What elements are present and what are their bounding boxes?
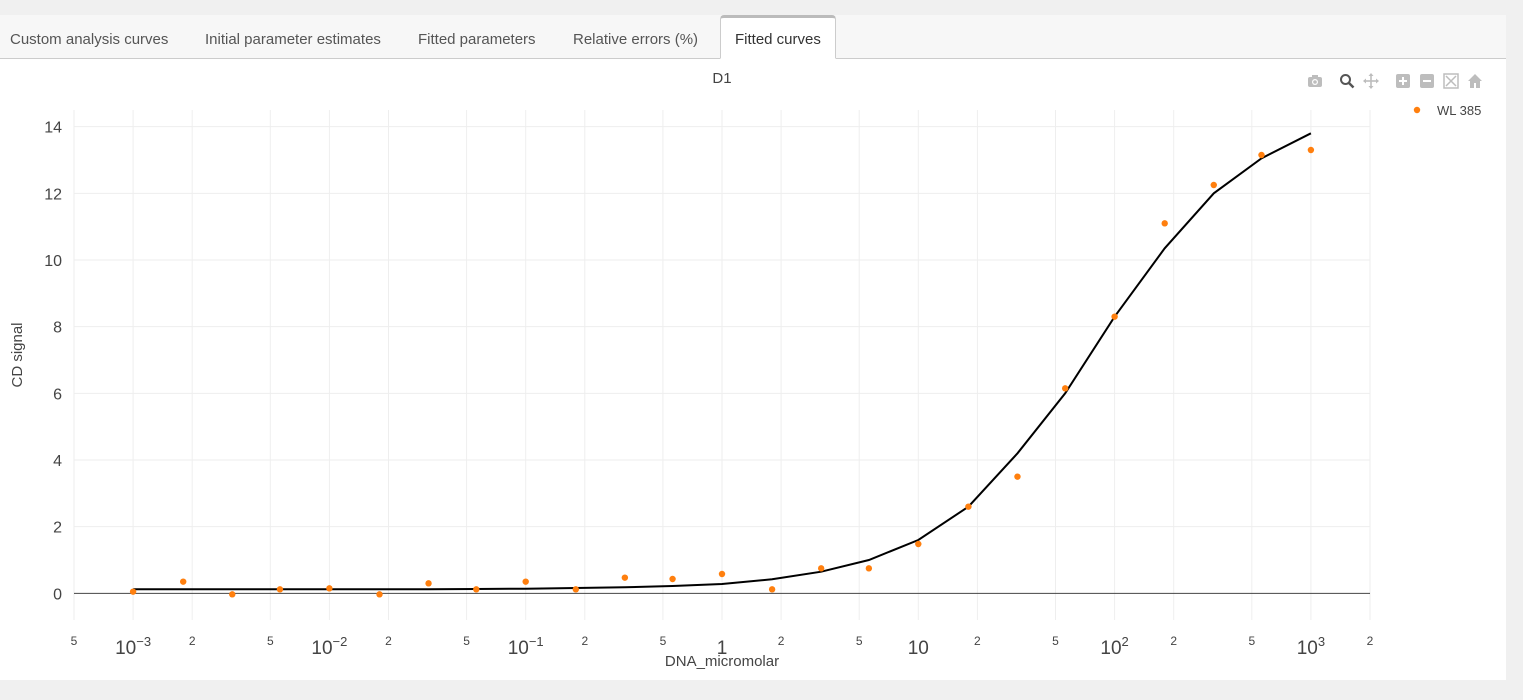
y-tick-label: 2	[53, 520, 62, 537]
y-tick-label: 8	[53, 320, 62, 337]
data-point	[865, 565, 873, 572]
data-point	[129, 588, 137, 595]
data-point	[522, 578, 529, 585]
y-tick-label: 14	[44, 120, 62, 137]
data-point	[1161, 220, 1168, 227]
data-point	[1307, 146, 1315, 154]
y-axis-label: CD signal	[9, 322, 26, 387]
tab-fitted-curves[interactable]: Fitted curves	[720, 15, 836, 59]
x-minor-tick-label: 5	[267, 634, 274, 648]
zoom-in-icon[interactable]	[1395, 73, 1411, 89]
x-major-tick-label: 10	[908, 638, 929, 659]
data-point	[718, 570, 726, 578]
data-point	[768, 586, 776, 593]
data-point	[376, 591, 383, 598]
x-minor-tick-label: 5	[1248, 634, 1255, 648]
data-point	[572, 586, 580, 593]
x-major-tick-label: 102	[1100, 634, 1128, 659]
data-point	[1111, 313, 1118, 320]
plot-area: 0 2 4 6 8 10 12 14 5 2 5 2 5 2 5 2 5 2 5 2 5 2 10−3 10−2 10−1 1 10…	[4, 70, 1498, 670]
y-tick-label: 4	[53, 453, 62, 470]
y-tick-label: 6	[53, 386, 62, 403]
zoom-icon[interactable]	[1339, 73, 1355, 89]
x-major-tick-label: 10−3	[115, 634, 151, 659]
x-minor-tick-label: 2	[581, 634, 588, 648]
data-point	[965, 503, 972, 510]
chart-title: D1	[712, 70, 731, 87]
x-minor-tick-label: 2	[189, 634, 196, 648]
x-minor-tick-label: 5	[856, 634, 863, 648]
zoom-out-icon[interactable]	[1419, 73, 1435, 89]
tab-fitted-parameters[interactable]: Fitted parameters	[418, 31, 536, 48]
tab-relative-errors[interactable]: Relative errors (%)	[573, 31, 699, 48]
data-point	[817, 565, 825, 572]
x-minor-tick-label: 2	[778, 634, 785, 648]
data-point	[326, 585, 333, 592]
tab-custom-analysis-curves[interactable]: Custom analysis curves	[10, 31, 169, 48]
x-minor-tick-label: 5	[463, 634, 470, 648]
x-major-tick-label: 10−2	[311, 634, 347, 659]
data-point	[1014, 473, 1021, 480]
x-axis-label: DNA_micromolar	[665, 653, 779, 670]
fitted-curve-chart[interactable]: 0 2 4 6 8 10 12 14 5 2 5 2 5 2 5 2 5 2 5 2 5 2 10−3 10−2 10−1 1 10…	[4, 70, 1498, 670]
y-tick-label: 10	[44, 253, 62, 270]
reset-axes-icon[interactable]	[1467, 73, 1483, 89]
x-minor-tick-label: 2	[1367, 634, 1374, 648]
data-point	[229, 591, 236, 598]
x-major-tick-label: 103	[1297, 634, 1325, 659]
analysis-panel: Custom analysis curves Initial parameter…	[0, 15, 1506, 680]
pan-icon[interactable]	[1363, 73, 1379, 89]
autoscale-icon[interactable]	[1443, 73, 1459, 89]
data-point	[1061, 385, 1069, 392]
x-minor-tick-label: 2	[385, 634, 392, 648]
camera-icon[interactable]	[1307, 73, 1323, 89]
x-minor-tick-label: 5	[71, 634, 78, 648]
x-major-tick-label: 10−1	[508, 634, 544, 659]
data-point	[915, 540, 922, 548]
data-point	[276, 586, 284, 593]
data-point	[1210, 181, 1217, 189]
data-point	[425, 580, 432, 587]
tab-initial-parameter-estimates[interactable]: Initial parameter estimates	[205, 31, 381, 48]
x-minor-tick-label: 5	[1052, 634, 1059, 648]
data-point	[621, 574, 629, 581]
x-minor-tick-label: 5	[660, 634, 667, 648]
y-tick-label: 12	[44, 186, 62, 203]
data-point	[180, 578, 187, 585]
y-tick-label: 0	[53, 586, 62, 603]
legend-marker	[1413, 106, 1421, 114]
data-point	[1258, 151, 1265, 159]
data-point	[669, 575, 676, 583]
x-minor-tick-label: 2	[1170, 634, 1177, 648]
legend-entry: WL 385	[1437, 103, 1481, 118]
plot-modebar	[0, 73, 1523, 91]
data-point	[473, 586, 480, 593]
x-major-tick-label: 1	[717, 638, 728, 659]
x-minor-tick-label: 2	[974, 634, 981, 648]
tab-bar: Custom analysis curves Initial parameter…	[0, 15, 1506, 59]
